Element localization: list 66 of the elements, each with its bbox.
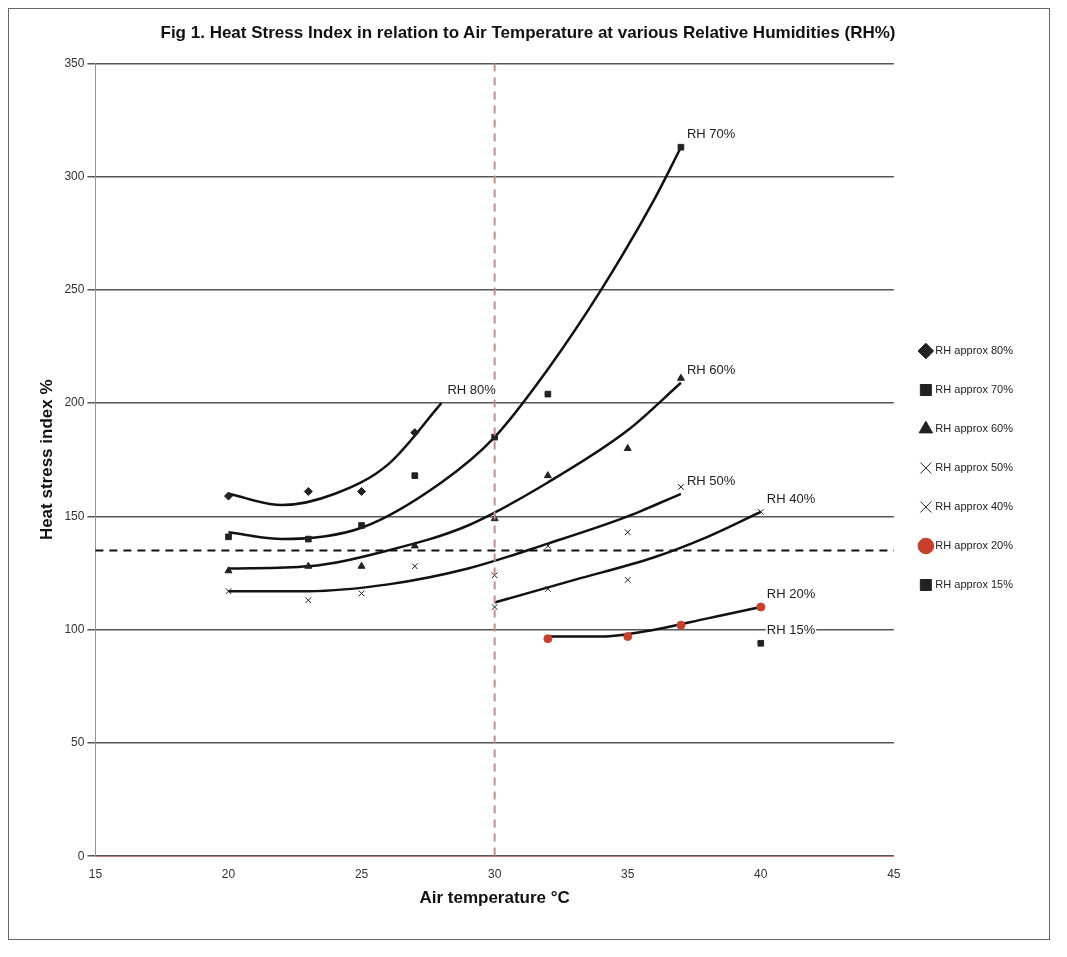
annotation: RH 40%	[766, 490, 816, 506]
x-tick-label: 25	[354, 866, 369, 881]
legend-label: RH approx 80%	[935, 344, 1014, 357]
point	[305, 535, 312, 543]
legend-label: RH approx 40%	[935, 500, 1014, 513]
y-tick-label: 200	[64, 395, 85, 410]
x-tick-label: 40	[754, 866, 768, 881]
point	[358, 590, 365, 597]
point	[224, 566, 233, 574]
y-tick-label: 100	[64, 622, 85, 636]
legend-label: RH approx 15%	[935, 578, 1014, 591]
x-tick-label: 35	[621, 866, 635, 881]
point	[358, 522, 365, 529]
point	[676, 373, 685, 381]
annotation: RH 80%	[447, 382, 497, 398]
y-tick-label: 350	[64, 55, 85, 70]
y-tick-label: 0	[77, 848, 85, 863]
point	[623, 443, 632, 451]
point	[410, 428, 420, 438]
x-tick-label: 45	[887, 866, 901, 881]
point	[757, 639, 765, 647]
y-tick-label: 250	[64, 282, 85, 297]
point	[756, 602, 766, 612]
point	[676, 620, 686, 630]
point	[225, 587, 232, 595]
point	[223, 491, 233, 501]
point	[544, 542, 552, 550]
x-tick-label: 30	[487, 866, 502, 881]
point	[225, 533, 232, 541]
chart-title: Fig 1. Heat Stress Index in relation to Air Temperature at various Relative Humidities (RH%)	[160, 22, 896, 42]
point	[410, 541, 419, 549]
x-axis-title: Air temperature °C	[419, 888, 570, 908]
annotation: RH 70%	[686, 126, 736, 142]
annotation: RH 60%	[686, 361, 736, 377]
point	[304, 561, 313, 569]
annotation: RH 50%	[686, 472, 736, 488]
point	[757, 508, 765, 516]
x-tick-label: 20	[221, 866, 236, 881]
y-tick-label: 50	[71, 735, 85, 750]
point	[357, 561, 366, 569]
point	[305, 596, 312, 604]
annotation: RH 20%	[766, 586, 816, 602]
y-tick-label: 150	[64, 508, 85, 523]
point	[624, 576, 632, 584]
y-tick-label: 300	[64, 168, 85, 183]
y-axis-title: Heat stress index %	[36, 379, 56, 541]
point	[544, 390, 552, 398]
point	[357, 487, 367, 497]
x-tick-label: 15	[88, 866, 103, 881]
point	[677, 483, 685, 491]
point	[544, 585, 552, 593]
point	[543, 634, 553, 644]
point	[491, 603, 498, 611]
point	[623, 631, 633, 641]
annotation: RH 15%	[766, 622, 816, 638]
legend-label: RH approx 20%	[935, 539, 1014, 552]
point	[543, 471, 552, 479]
point	[491, 433, 498, 441]
point	[303, 487, 313, 497]
point	[624, 528, 632, 536]
point	[411, 562, 419, 570]
point	[411, 472, 419, 479]
legend-label: RH approx 50%	[935, 461, 1014, 474]
legend-label: RH approx 70%	[935, 383, 1014, 396]
point	[677, 143, 685, 151]
legend-label: RH approx 60%	[935, 422, 1014, 435]
